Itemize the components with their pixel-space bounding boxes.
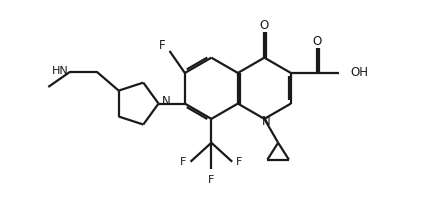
Text: F: F	[180, 157, 187, 167]
Text: O: O	[260, 19, 269, 32]
Text: F: F	[208, 175, 215, 185]
Text: F: F	[236, 157, 243, 167]
Text: OH: OH	[350, 66, 368, 80]
Text: O: O	[313, 35, 322, 48]
Text: N: N	[262, 115, 271, 128]
Text: N: N	[162, 95, 170, 108]
Text: HN: HN	[52, 66, 68, 76]
Text: F: F	[159, 39, 166, 51]
